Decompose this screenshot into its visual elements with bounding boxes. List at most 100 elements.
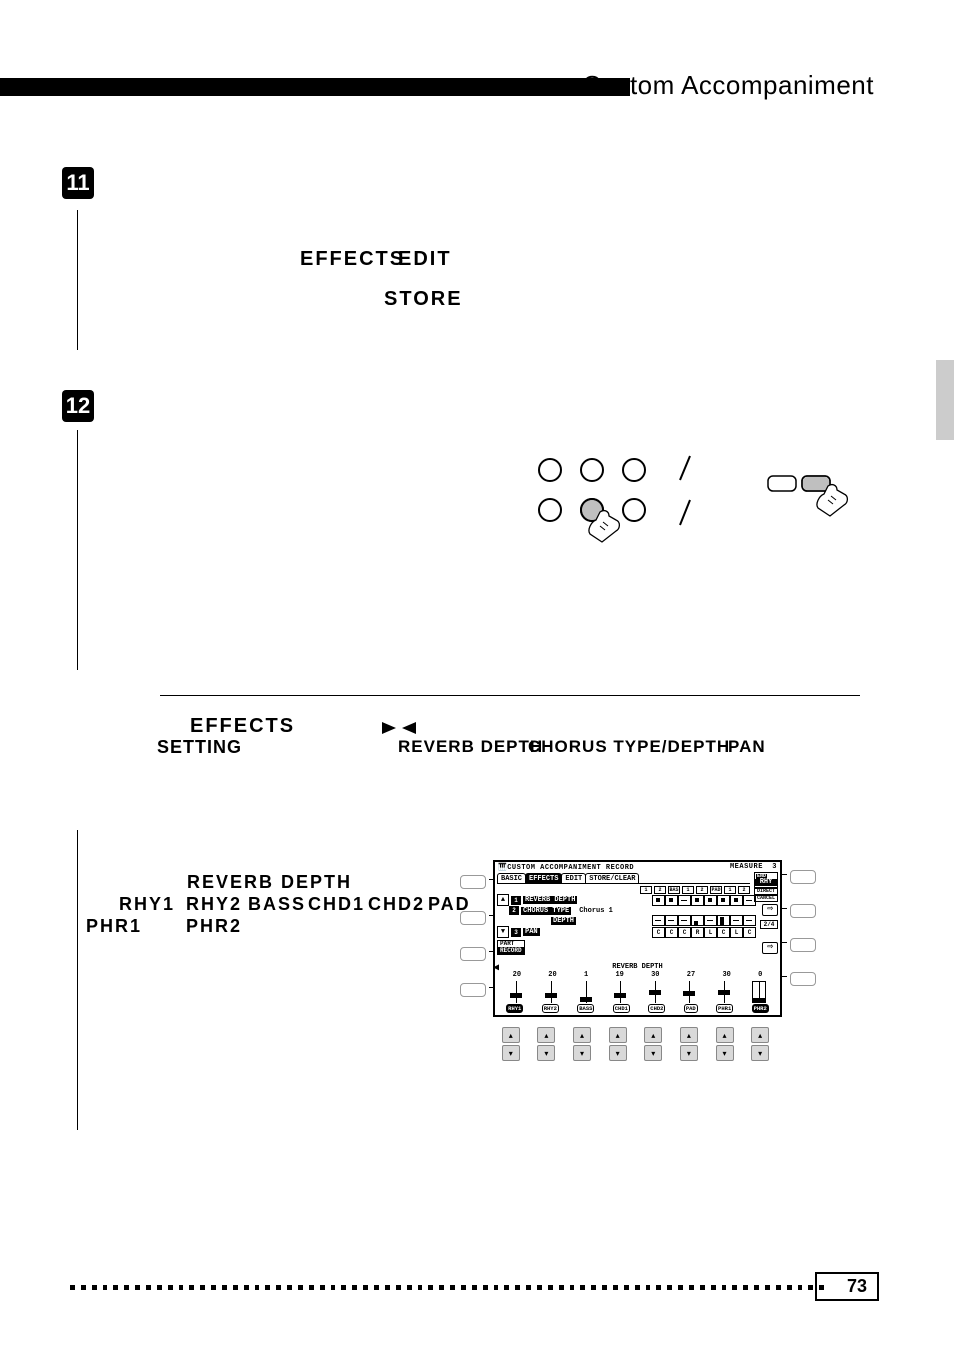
label-reverb-depth-2: REVERB DEPTH bbox=[187, 872, 352, 893]
nav-arrows bbox=[360, 718, 440, 738]
part-chd1: CHD1 bbox=[308, 894, 365, 915]
value-up-button[interactable]: ▴ bbox=[502, 1027, 520, 1043]
value-buttons: ▴▾ bbox=[537, 1027, 555, 1061]
label-chorus-td: CHORUS TYPE/DEPTH bbox=[528, 737, 730, 757]
lcd-slider-values: 20 20 1 19 30 27 30 0 bbox=[495, 971, 780, 981]
page-up-icon[interactable]: ⇨ bbox=[762, 904, 778, 916]
lcd-right-buttons bbox=[790, 860, 815, 986]
value-up-button[interactable]: ▴ bbox=[573, 1027, 591, 1043]
lcd-left-button[interactable] bbox=[460, 947, 486, 961]
section-thumb-tab bbox=[936, 360, 954, 440]
label-effects: EFFECTS bbox=[300, 248, 405, 271]
lcd-panel-area: 🎹CUSTOM ACCOMPANIMENT RECORD MEASURE 3 B… bbox=[460, 860, 860, 1061]
value-buttons-strip: ▴▾▴▾▴▾▴▾▴▾▴▾▴▾▴▾ bbox=[493, 1027, 778, 1061]
lcd-section-title: REVERB DEPTH bbox=[495, 957, 780, 971]
up-icon[interactable]: ▲ bbox=[497, 894, 509, 906]
value-down-button[interactable]: ▾ bbox=[644, 1045, 662, 1061]
lcd-row-value: Chorus 1 bbox=[579, 907, 613, 915]
lcd-slider[interactable] bbox=[648, 981, 662, 1003]
lcd-slider-value: 30 bbox=[722, 971, 730, 979]
lcd-slider-value: 20 bbox=[548, 971, 556, 979]
lcd-right-button[interactable] bbox=[790, 938, 816, 952]
lcd-slider[interactable] bbox=[717, 981, 731, 1003]
lcd-row: ▲ 1 REVERB DEPTH bbox=[495, 894, 780, 906]
lcd-row: 2 CHORUS TYPE Chorus 1 bbox=[495, 906, 780, 915]
down-icon[interactable]: ▼ bbox=[497, 926, 509, 938]
value-up-button[interactable]: ▴ bbox=[537, 1027, 555, 1043]
value-down-button[interactable]: ▾ bbox=[680, 1045, 698, 1061]
lcd-row-label: CHORUS TYPE bbox=[521, 907, 571, 915]
page-down-icon[interactable]: ⇨ bbox=[762, 942, 778, 954]
label-effects-2: EFFECTS bbox=[190, 715, 295, 738]
part-rhy2: RHY2 bbox=[186, 894, 242, 915]
lcd-slider[interactable] bbox=[579, 981, 593, 1003]
footer-dots bbox=[70, 1285, 824, 1291]
section-divider bbox=[160, 695, 860, 696]
lcd-part-name[interactable]: PHR2 bbox=[752, 1004, 769, 1013]
value-up-button[interactable]: ▴ bbox=[644, 1027, 662, 1043]
value-up-button[interactable]: ▴ bbox=[716, 1027, 734, 1043]
value-down-button[interactable]: ▾ bbox=[573, 1045, 591, 1061]
lcd-part-name[interactable]: BASS bbox=[577, 1004, 594, 1013]
lcd-row-label: PAN bbox=[523, 928, 540, 936]
step-connector-12 bbox=[77, 430, 78, 670]
lcd-part-name[interactable]: RHY2 bbox=[542, 1004, 559, 1013]
value-buttons: ▴▾ bbox=[609, 1027, 627, 1061]
lcd-right-button[interactable] bbox=[790, 904, 816, 918]
part-phr1: PHR1 bbox=[86, 916, 142, 937]
value-buttons: ▴▾ bbox=[751, 1027, 769, 1061]
lcd-slider[interactable] bbox=[613, 981, 627, 1003]
label-pan: PAN bbox=[728, 737, 766, 757]
step-marker-12: 12 bbox=[60, 388, 96, 424]
part-phr2: PHR2 bbox=[186, 916, 242, 937]
lcd-header: 🎹CUSTOM ACCOMPANIMENT RECORD MEASURE 3 bbox=[495, 862, 780, 873]
value-buttons: ▴▾ bbox=[644, 1027, 662, 1061]
value-down-button[interactable]: ▾ bbox=[751, 1045, 769, 1061]
label-edit: EDIT bbox=[398, 248, 452, 271]
page-title: Custom Accompaniment bbox=[582, 70, 874, 100]
lcd-slider-value: 20 bbox=[513, 971, 521, 979]
lcd-left-button[interactable] bbox=[460, 983, 486, 997]
value-down-button[interactable]: ▾ bbox=[716, 1045, 734, 1061]
lcd-slider-value: 30 bbox=[651, 971, 659, 979]
lcd-part-name[interactable]: PHR1 bbox=[716, 1004, 733, 1013]
lcd-left-button[interactable] bbox=[460, 911, 486, 925]
value-up-button[interactable]: ▴ bbox=[680, 1027, 698, 1043]
value-down-button[interactable]: ▾ bbox=[502, 1045, 520, 1061]
lcd-part-name[interactable]: RHY1 bbox=[506, 1004, 523, 1013]
value-buttons: ▴▾ bbox=[716, 1027, 734, 1061]
effects-connector bbox=[77, 830, 78, 1130]
header-rule bbox=[0, 78, 630, 96]
lcd-row: DEPTH bbox=[495, 915, 780, 926]
lcd-header-title: CUSTOM ACCOMPANIMENT RECORD bbox=[507, 864, 634, 872]
lcd-slider[interactable] bbox=[509, 981, 523, 1003]
lcd-slider[interactable] bbox=[682, 981, 696, 1003]
lcd-slider-value: 27 bbox=[687, 971, 695, 979]
part-rhy1: RHY1 bbox=[119, 894, 175, 915]
page-title-block: Custom Accompaniment bbox=[582, 70, 874, 101]
lcd-part-record[interactable]: PART RECORD bbox=[497, 940, 525, 955]
part-chd2: CHD2 bbox=[368, 894, 425, 915]
lcd-slider-value: 1 bbox=[584, 971, 588, 979]
value-up-button[interactable]: ▴ bbox=[609, 1027, 627, 1043]
part-bass: BASS bbox=[248, 894, 306, 915]
lcd-right-button[interactable] bbox=[790, 972, 816, 986]
lcd-slider[interactable] bbox=[544, 981, 558, 1003]
lcd-part-name[interactable]: PAD bbox=[684, 1004, 698, 1013]
lcd-right-button[interactable] bbox=[790, 870, 816, 884]
lcd-row: ▼ 3 PAN CCCRLCLC bbox=[495, 926, 780, 938]
lcd-slider-value: 19 bbox=[615, 971, 623, 979]
page-number: 73 bbox=[815, 1272, 879, 1301]
value-buttons: ▴▾ bbox=[680, 1027, 698, 1061]
value-up-button[interactable]: ▴ bbox=[751, 1027, 769, 1043]
value-down-button[interactable]: ▾ bbox=[537, 1045, 555, 1061]
lcd-slider-value: 0 bbox=[758, 971, 762, 979]
lcd-left-button[interactable] bbox=[460, 875, 486, 889]
lcd-slider[interactable] bbox=[752, 981, 766, 1003]
lcd-part-name[interactable]: CHD2 bbox=[648, 1004, 665, 1013]
lcd-part-names: RHY1 RHY2 BASS CHD1 CHD2 PAD PHR1 PHR2 bbox=[495, 1003, 780, 1015]
lcd-part-name[interactable]: CHD1 bbox=[613, 1004, 630, 1013]
value-down-button[interactable]: ▾ bbox=[609, 1045, 627, 1061]
label-setting: SETTING bbox=[157, 737, 242, 758]
lcd-row-label: DEPTH bbox=[551, 917, 576, 925]
